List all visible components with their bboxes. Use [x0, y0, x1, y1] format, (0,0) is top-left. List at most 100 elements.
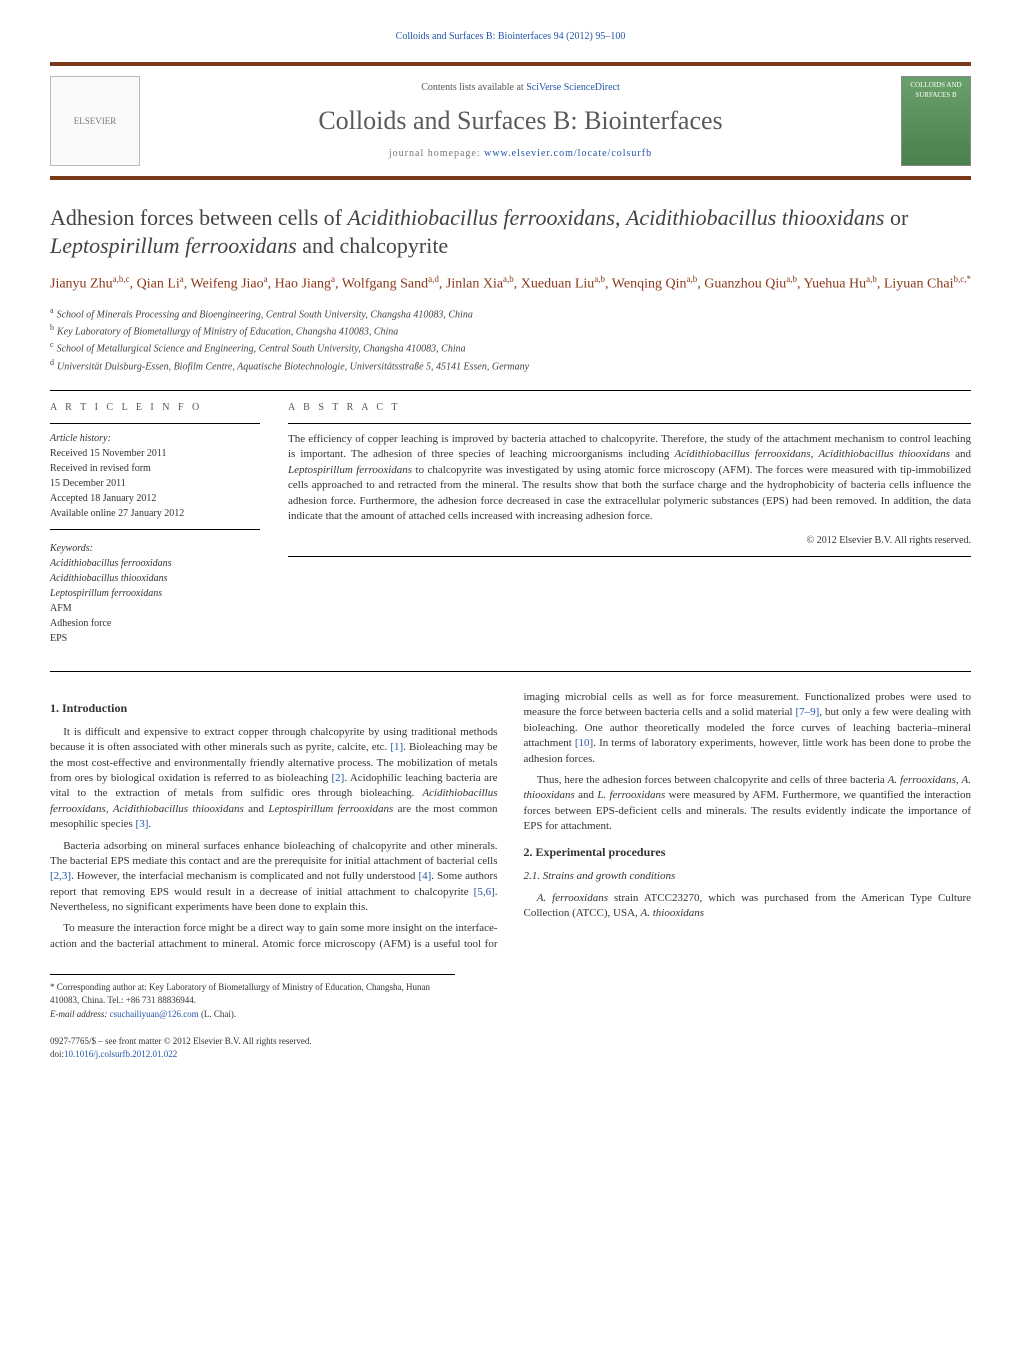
- contents-prefix: Contents lists available at: [421, 82, 526, 93]
- sciencedirect-link[interactable]: SciVerse ScienceDirect: [526, 82, 620, 93]
- keyword: Acidithiobacillus thiooxidans: [50, 572, 260, 586]
- species-name: Acidithiobacillus thiooxidans: [113, 803, 244, 815]
- elsevier-logo: ELSEVIER: [50, 76, 140, 166]
- email-link[interactable]: csuchailiyuan@126.com: [110, 1009, 199, 1019]
- abstract-part: and: [950, 448, 971, 460]
- corresponding-author-footnote: * Corresponding author at: Key Laborator…: [50, 974, 455, 1021]
- history-online: Available online 27 January 2012: [50, 507, 260, 521]
- affiliation-c: cSchool of Metallurgical Science and Eng…: [50, 339, 971, 356]
- affiliations: aSchool of Minerals Processing and Bioen…: [50, 305, 971, 374]
- keywords-label: Keywords:: [50, 542, 260, 556]
- divider-rule: [288, 556, 971, 557]
- species-name: Acidithiobacillus thiooxidans: [818, 448, 950, 460]
- doi-link[interactable]: 10.1016/j.colsurfb.2012.01.022: [64, 1049, 177, 1059]
- corresponding-author-text: * Corresponding author at: Key Laborator…: [50, 981, 455, 1006]
- contents-available-line: Contents lists available at SciVerse Sci…: [154, 81, 887, 95]
- masthead-center: Contents lists available at SciVerse Sci…: [154, 81, 887, 161]
- keyword: Adhesion force: [50, 617, 260, 631]
- text-run: and: [244, 803, 269, 815]
- journal-homepage-link[interactable]: www.elsevier.com/locate/colsurfb: [484, 148, 652, 159]
- species-name: A. ferrooxidans: [537, 892, 608, 904]
- affiliation-d: dUniversität Duisburg-Essen, Biofilm Cen…: [50, 357, 971, 374]
- citation-ref[interactable]: [2]: [331, 772, 344, 784]
- history-revised-line1: Received in revised form: [50, 462, 260, 476]
- species-name: A. thiooxidans: [641, 907, 705, 919]
- species-name: Acidithiobacillus ferrooxidans: [675, 448, 811, 460]
- keyword: Acidithiobacillus ferrooxidans: [50, 557, 260, 571]
- copyright-line: © 2012 Elsevier B.V. All rights reserved…: [288, 534, 971, 548]
- divider-rule: [50, 529, 260, 530]
- citation-ref[interactable]: [3]: [136, 818, 149, 830]
- divider-rule: [288, 423, 971, 424]
- title-part: Adhesion forces between cells of: [50, 205, 348, 230]
- citation-ref[interactable]: [4]: [418, 870, 431, 882]
- journal-homepage-line: journal homepage: www.elsevier.com/locat…: [154, 147, 887, 161]
- subsection-heading-strains: 2.1. Strains and growth conditions: [524, 869, 972, 884]
- body-paragraph: Thus, here the adhesion forces between c…: [524, 773, 972, 835]
- history-accepted: Accepted 18 January 2012: [50, 492, 260, 506]
- homepage-prefix: journal homepage:: [389, 148, 484, 159]
- affiliation-text: School of Minerals Processing and Bioeng…: [57, 309, 473, 320]
- citation-ref[interactable]: [5,6]: [474, 886, 495, 898]
- keywords-block: Keywords: Acidithiobacillus ferrooxidans…: [50, 542, 260, 646]
- info-abstract-row: A R T I C L E I N F O Article history: R…: [50, 401, 971, 647]
- body-paragraph: A. ferrooxidans strain ATCC23270, which …: [524, 891, 972, 922]
- issn-line: 0927-7765/$ – see front matter © 2012 El…: [50, 1035, 971, 1048]
- doi-prefix: doi:: [50, 1049, 64, 1059]
- history-revised-line2: 15 December 2011: [50, 477, 260, 491]
- body-two-column: 1. Introduction It is difficult and expe…: [50, 690, 971, 952]
- body-paragraph: Bacteria adsorbing on mineral surfaces e…: [50, 839, 498, 916]
- text-run: ,: [106, 803, 113, 815]
- citation-ref[interactable]: [10]: [575, 737, 593, 749]
- history-label: Article history:: [50, 432, 260, 446]
- text-run: Thus, here the adhesion forces between c…: [537, 774, 888, 786]
- abstract-heading: A B S T R A C T: [288, 401, 971, 415]
- species-name: Leptospirillum ferrooxidans: [50, 233, 297, 258]
- body-paragraph: It is difficult and expensive to extract…: [50, 725, 498, 833]
- divider-rule: [50, 423, 260, 424]
- divider-rule: [50, 390, 971, 391]
- article-history: Article history: Received 15 November 20…: [50, 432, 260, 521]
- citation-ref[interactable]: [7–9]: [795, 706, 819, 718]
- species-name: Acidithiobacillus thiooxidans: [626, 205, 884, 230]
- running-header: Colloids and Surfaces B: Biointerfaces 9…: [50, 30, 971, 44]
- journal-name: Colloids and Surfaces B: Biointerfaces: [154, 103, 887, 139]
- keyword: AFM: [50, 602, 260, 616]
- text-run: and: [575, 789, 597, 801]
- author-list: Jianyu Zhua,b,c, Qian Lia, Weifeng Jiaoa…: [50, 273, 971, 295]
- text-run: .: [148, 818, 151, 830]
- email-suffix: (L. Chai).: [199, 1009, 237, 1019]
- abstract-text: The efficiency of copper leaching is imp…: [288, 432, 971, 524]
- affiliation-text: School of Metallurgical Science and Engi…: [57, 344, 466, 355]
- article-info-block: A R T I C L E I N F O Article history: R…: [50, 401, 260, 647]
- history-received: Received 15 November 2011: [50, 447, 260, 461]
- journal-masthead: ELSEVIER Contents lists available at Sci…: [50, 62, 971, 180]
- affiliation-b: bKey Laboratory of Biometallurgy of Mini…: [50, 322, 971, 339]
- affiliation-text: Universität Duisburg-Essen, Biofilm Cent…: [57, 361, 529, 372]
- keyword: EPS: [50, 632, 260, 646]
- doi-line: doi:10.1016/j.colsurfb.2012.01.022: [50, 1048, 971, 1061]
- citation-ref[interactable]: [1]: [390, 741, 403, 753]
- email-label: E-mail address:: [50, 1009, 110, 1019]
- affiliation-a: aSchool of Minerals Processing and Bioen…: [50, 305, 971, 322]
- title-part: ,: [615, 205, 626, 230]
- divider-rule: [50, 671, 971, 672]
- citation-ref[interactable]: [2,3]: [50, 870, 71, 882]
- section-heading-introduction: 1. Introduction: [50, 700, 498, 717]
- footer-meta: 0927-7765/$ – see front matter © 2012 El…: [50, 1035, 971, 1060]
- article-title: Adhesion forces between cells of Acidith…: [50, 204, 971, 259]
- title-part: or: [884, 205, 908, 230]
- section-heading-experimental: 2. Experimental procedures: [524, 844, 972, 861]
- text-run: Bacteria adsorbing on mineral surfaces e…: [50, 840, 498, 867]
- species-name: L. ferrooxidans: [597, 789, 665, 801]
- title-part: and chalcopyrite: [297, 233, 449, 258]
- journal-cover-thumbnail: COLLOIDS AND SURFACES B: [901, 76, 971, 166]
- species-name: A. ferrooxidans: [888, 774, 956, 786]
- species-name: Leptospirillum ferrooxidans: [288, 464, 412, 476]
- text-run: . However, the interfacial mechanism is …: [71, 870, 418, 882]
- species-name: Acidithiobacillus ferrooxidans: [348, 205, 615, 230]
- affiliation-text: Key Laboratory of Biometallurgy of Minis…: [57, 326, 398, 337]
- email-line: E-mail address: csuchailiyuan@126.com (L…: [50, 1008, 455, 1021]
- species-name: Leptospirillum ferrooxidans: [268, 803, 393, 815]
- abstract-block: A B S T R A C T The efficiency of copper…: [288, 401, 971, 647]
